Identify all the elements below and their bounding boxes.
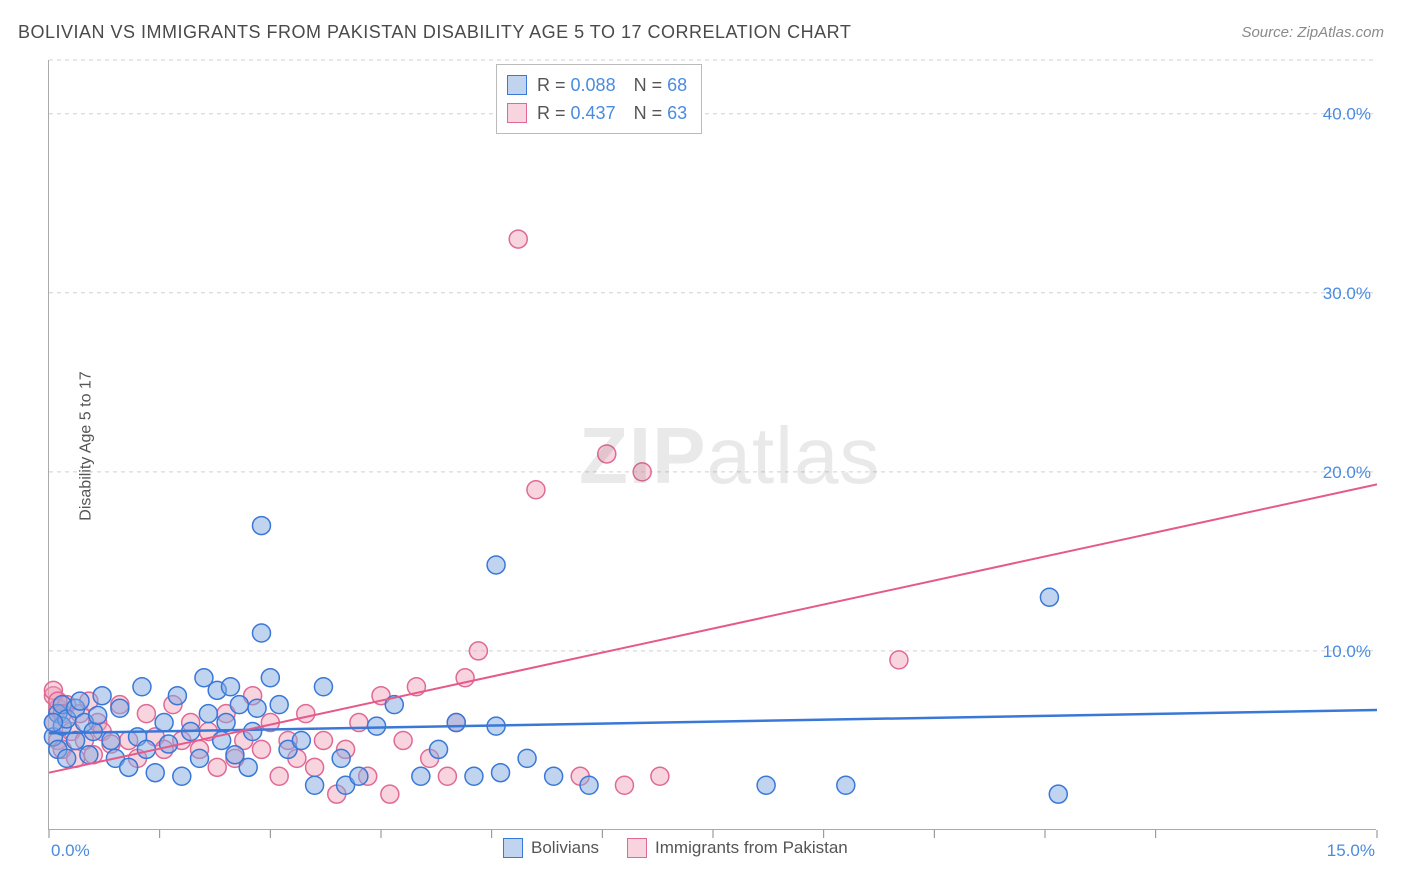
swatch-icon xyxy=(507,75,527,95)
n-label: N = xyxy=(634,75,663,95)
svg-text:30.0%: 30.0% xyxy=(1323,284,1371,303)
series-legend: Bolivians Immigrants from Pakistan xyxy=(503,838,848,858)
swatch-icon xyxy=(507,103,527,123)
svg-text:40.0%: 40.0% xyxy=(1323,105,1371,124)
legend-label: Immigrants from Pakistan xyxy=(655,838,848,858)
n-value: 63 xyxy=(667,103,687,123)
svg-text:0.0%: 0.0% xyxy=(51,841,90,860)
scatter-chart-svg: 10.0%20.0%30.0%40.0%0.0%15.0% xyxy=(49,60,1376,829)
legend-item: Bolivians xyxy=(503,838,599,858)
stats-legend-row: R = 0.088 N = 68 xyxy=(507,71,687,99)
r-label: R = xyxy=(537,103,566,123)
r-value: 0.437 xyxy=(571,103,616,123)
svg-text:15.0%: 15.0% xyxy=(1327,841,1375,860)
legend-label: Bolivians xyxy=(531,838,599,858)
source-attribution: Source: ZipAtlas.com xyxy=(1241,24,1384,41)
page-title: BOLIVIAN VS IMMIGRANTS FROM PAKISTAN DIS… xyxy=(18,22,851,43)
swatch-icon xyxy=(627,838,647,858)
chart-plot-area: 10.0%20.0%30.0%40.0%0.0%15.0% ZIPatlas R… xyxy=(48,60,1376,830)
legend-item: Immigrants from Pakistan xyxy=(627,838,848,858)
svg-text:10.0%: 10.0% xyxy=(1323,642,1371,661)
r-value: 0.088 xyxy=(571,75,616,95)
n-value: 68 xyxy=(667,75,687,95)
svg-text:20.0%: 20.0% xyxy=(1323,463,1371,482)
swatch-icon xyxy=(503,838,523,858)
r-label: R = xyxy=(537,75,566,95)
stats-legend-row: R = 0.437 N = 63 xyxy=(507,99,687,127)
stats-legend: R = 0.088 N = 68 R = 0.437 N = 63 xyxy=(496,64,702,134)
n-label: N = xyxy=(634,103,663,123)
